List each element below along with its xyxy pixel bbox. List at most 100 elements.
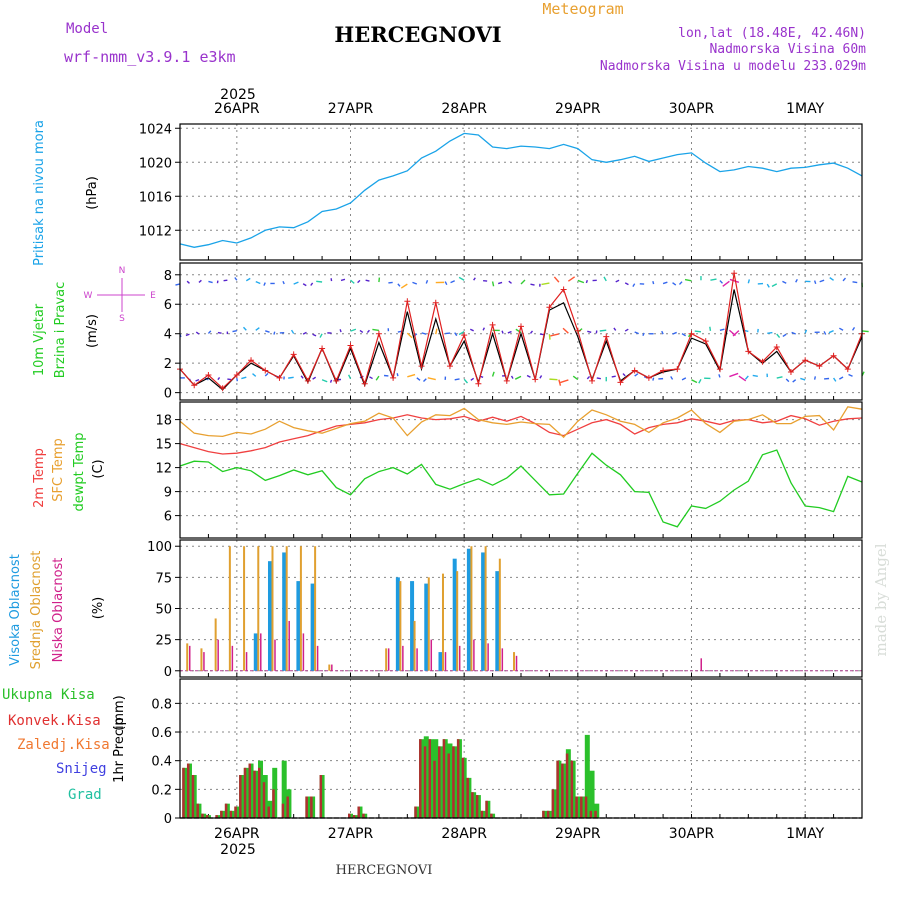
wind-speed-point [731, 270, 738, 277]
cloud-mid-bar [385, 648, 388, 671]
wind-speed-point [375, 330, 382, 337]
ytick-label: 0.4 [151, 755, 172, 770]
cloud-mid-bar [314, 546, 317, 671]
ytick-label: 1024 [139, 122, 172, 137]
wind-arrow [388, 281, 393, 284]
wind-arrow [596, 377, 601, 380]
cloud-high-bar [310, 583, 315, 671]
precip-panel: 0 0.2 0.4 0.6 0.8 [151, 678, 863, 827]
precip-conv-bar [310, 796, 313, 818]
lonlat-label: lon,lat (18.48E, 42.46N) [678, 26, 866, 41]
cloud-low-bar [245, 652, 248, 671]
wind-arrow [444, 281, 448, 286]
wind-speed-point [560, 286, 567, 293]
precip-conv-bar [437, 746, 441, 818]
wind-arrow [719, 328, 725, 332]
cloud-low-bar [473, 639, 475, 671]
ytick-label: 12 [155, 462, 172, 477]
wind-speed-point [503, 377, 510, 384]
wind-ylabel2: Brzina i Pravac [53, 282, 68, 379]
precip-conv-bar [546, 810, 550, 818]
wind-arrow [507, 330, 512, 334]
wind-arrow [372, 328, 380, 332]
wind-arrow [681, 333, 686, 337]
wind-speed-point [830, 352, 837, 359]
bottom-date-label: 26APR [214, 826, 260, 842]
precip-conv-bar [239, 775, 242, 818]
wind-arrow [567, 276, 576, 282]
wind-arrow [473, 277, 476, 281]
cloud-high-bar [253, 633, 258, 671]
ytick-label: 100 [147, 540, 172, 555]
precip-conv-bar [186, 763, 190, 818]
cloud-high-bar [424, 583, 429, 671]
wind-arrow [852, 281, 858, 284]
cloud-high-bar [438, 652, 443, 671]
wind-arrow [548, 334, 551, 340]
wind-arrow [634, 373, 639, 377]
wind-arrow [263, 282, 266, 286]
wind-arrow [412, 281, 418, 285]
wind-arrow [613, 327, 617, 331]
wind-arrow [622, 373, 626, 377]
panel-frame [179, 123, 863, 261]
wind-arrow [587, 330, 592, 333]
wind-arrow [553, 276, 560, 283]
cloud-high-bar [495, 571, 500, 671]
panel-frame [179, 262, 863, 401]
sfc-ylabel: SFC Temp [51, 438, 66, 502]
wind-arrow [652, 377, 655, 381]
cloud-high-ylabel: Visoka Oblacnost [8, 554, 23, 666]
wind-arrow [435, 328, 438, 335]
cloud-high-bar [452, 558, 457, 671]
cloud-mid-bar [271, 546, 274, 671]
wind-arrow [804, 329, 808, 334]
wind-speed-point [319, 345, 326, 352]
wind-arrow [208, 280, 213, 284]
ytick-label: 0.6 [151, 726, 172, 741]
pressure-line [179, 132, 863, 248]
wind-arrow [242, 326, 247, 331]
precip-total-bar [281, 760, 287, 818]
cloud-low-bar [444, 652, 447, 671]
cloud-high-bar [296, 581, 301, 671]
wind-speed-point [361, 380, 368, 387]
wind-arrow [252, 373, 257, 377]
wind-arrow [316, 280, 323, 283]
wind-arrow [491, 371, 495, 377]
wind-arrow [599, 329, 607, 332]
precip-conv-bar [433, 760, 436, 818]
wind-arrow [624, 328, 629, 332]
wind-arrow [791, 331, 796, 335]
wind-arrow [526, 374, 531, 378]
precip-conv-bar [466, 777, 469, 818]
watermark: made by Angel [872, 543, 890, 656]
precip-conv-bar [485, 800, 488, 818]
cloud-unit: (%) [91, 597, 106, 620]
wind-arrow [586, 375, 591, 380]
cloud-high-bar [466, 548, 471, 671]
wind-arrow [273, 331, 276, 335]
wind-arrow [813, 280, 817, 285]
footer-station: HERCEGNOVI [336, 863, 433, 878]
precip-conv-bar [205, 815, 209, 818]
wind-speed-point [589, 377, 596, 384]
wind-speed-point [631, 367, 638, 374]
wind-speed-point [773, 343, 780, 350]
wind-arrow [508, 280, 512, 284]
wind-speed-point [546, 304, 553, 311]
wind-arrow [829, 277, 834, 281]
precip-conv-bar [580, 796, 583, 818]
ytick-label: 9 [164, 486, 172, 501]
wind-arrow [732, 330, 740, 337]
wind-arrow [195, 378, 200, 382]
cloud-mid-bar [484, 546, 487, 671]
precip-conv-bar [272, 789, 275, 818]
wind-arrow [719, 280, 723, 284]
wind-arrow [747, 279, 751, 284]
wind-arrow [624, 282, 629, 286]
wind-arrow [709, 326, 712, 332]
precip-conv-bar [456, 739, 460, 818]
wind-arrow [195, 331, 200, 335]
wind-speed-point [404, 298, 411, 305]
